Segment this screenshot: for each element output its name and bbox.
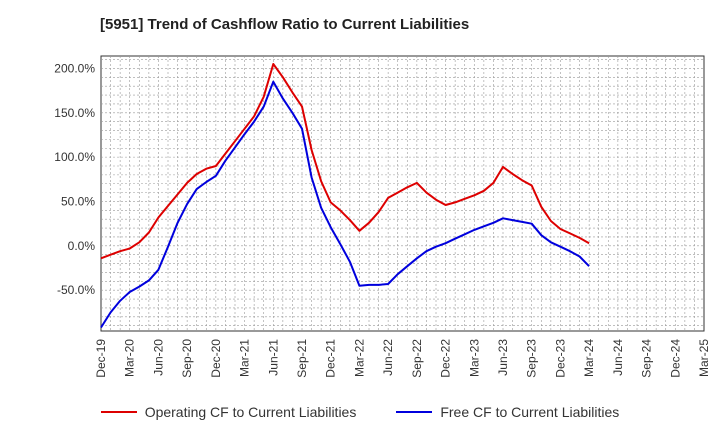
series-line-operating-cf xyxy=(100,63,590,260)
x-tick-label: Dec-19 xyxy=(94,339,108,378)
x-tick-label: Jun-23 xyxy=(496,339,510,376)
y-tick-label: 100.0% xyxy=(54,150,95,164)
x-tick-label: Sep-20 xyxy=(180,339,194,378)
x-tick-label: Jun-21 xyxy=(266,339,280,376)
y-tick-label: -50.0% xyxy=(57,283,95,297)
y-tick-label: 0.0% xyxy=(68,239,96,253)
x-tick-label: Dec-20 xyxy=(209,339,223,378)
y-axis-ticks: -50.0% 0.0% 50.0% 100.0% 150.0% 200.0% xyxy=(54,61,95,297)
y-tick-label: 200.0% xyxy=(54,61,95,75)
gridlines xyxy=(101,56,704,331)
legend-swatch-operating-cf xyxy=(100,411,137,413)
x-tick-label: Dec-23 xyxy=(553,339,567,378)
x-tick-label: Dec-21 xyxy=(324,339,338,378)
legend-label-free-cf: Free CF to Current Liabilities xyxy=(440,404,620,420)
plot-area xyxy=(100,55,705,332)
x-tick-label: Dec-24 xyxy=(668,339,682,378)
x-tick-label: Jun-20 xyxy=(151,339,165,376)
x-tick-label: Mar-21 xyxy=(238,339,252,377)
x-tick-label: Jun-22 xyxy=(381,339,395,376)
legend-label-operating-cf: Operating CF to Current Liabilities xyxy=(144,404,357,420)
x-tick-label: Mar-20 xyxy=(123,339,137,377)
x-axis-ticks: Dec-19 Mar-20 Jun-20 Sep-20 Dec-20 Mar-21 Jun-… xyxy=(94,339,711,378)
x-tick-label: Mar-23 xyxy=(467,339,481,377)
legend-item-operating-cf: Operating CF to Current Liabilities xyxy=(100,404,357,420)
x-tick-label: Sep-21 xyxy=(295,339,309,378)
x-tick-label: Mar-24 xyxy=(582,339,596,377)
x-tick-label: Sep-23 xyxy=(525,339,539,378)
x-tick-label: Jun-24 xyxy=(611,339,625,376)
x-tick-label: Sep-22 xyxy=(410,339,424,378)
x-tick-label: Mar-25 xyxy=(697,339,711,377)
series-layer xyxy=(100,63,590,329)
x-tick-label: Mar-22 xyxy=(352,339,366,377)
chart-title: [5951] Trend of Cashflow Ratio to Curren… xyxy=(100,16,470,33)
y-tick-label: 50.0% xyxy=(61,194,95,208)
legend-item-free-cf: Free CF to Current Liabilities xyxy=(396,404,619,420)
legend: Operating CF to Current Liabilities Free… xyxy=(0,404,720,420)
x-tick-label: Sep-24 xyxy=(640,339,654,378)
x-tick-label: Dec-22 xyxy=(439,339,453,378)
legend-swatch-free-cf xyxy=(396,411,433,413)
series-line-free-cf xyxy=(100,80,590,329)
y-tick-label: 150.0% xyxy=(54,106,95,120)
